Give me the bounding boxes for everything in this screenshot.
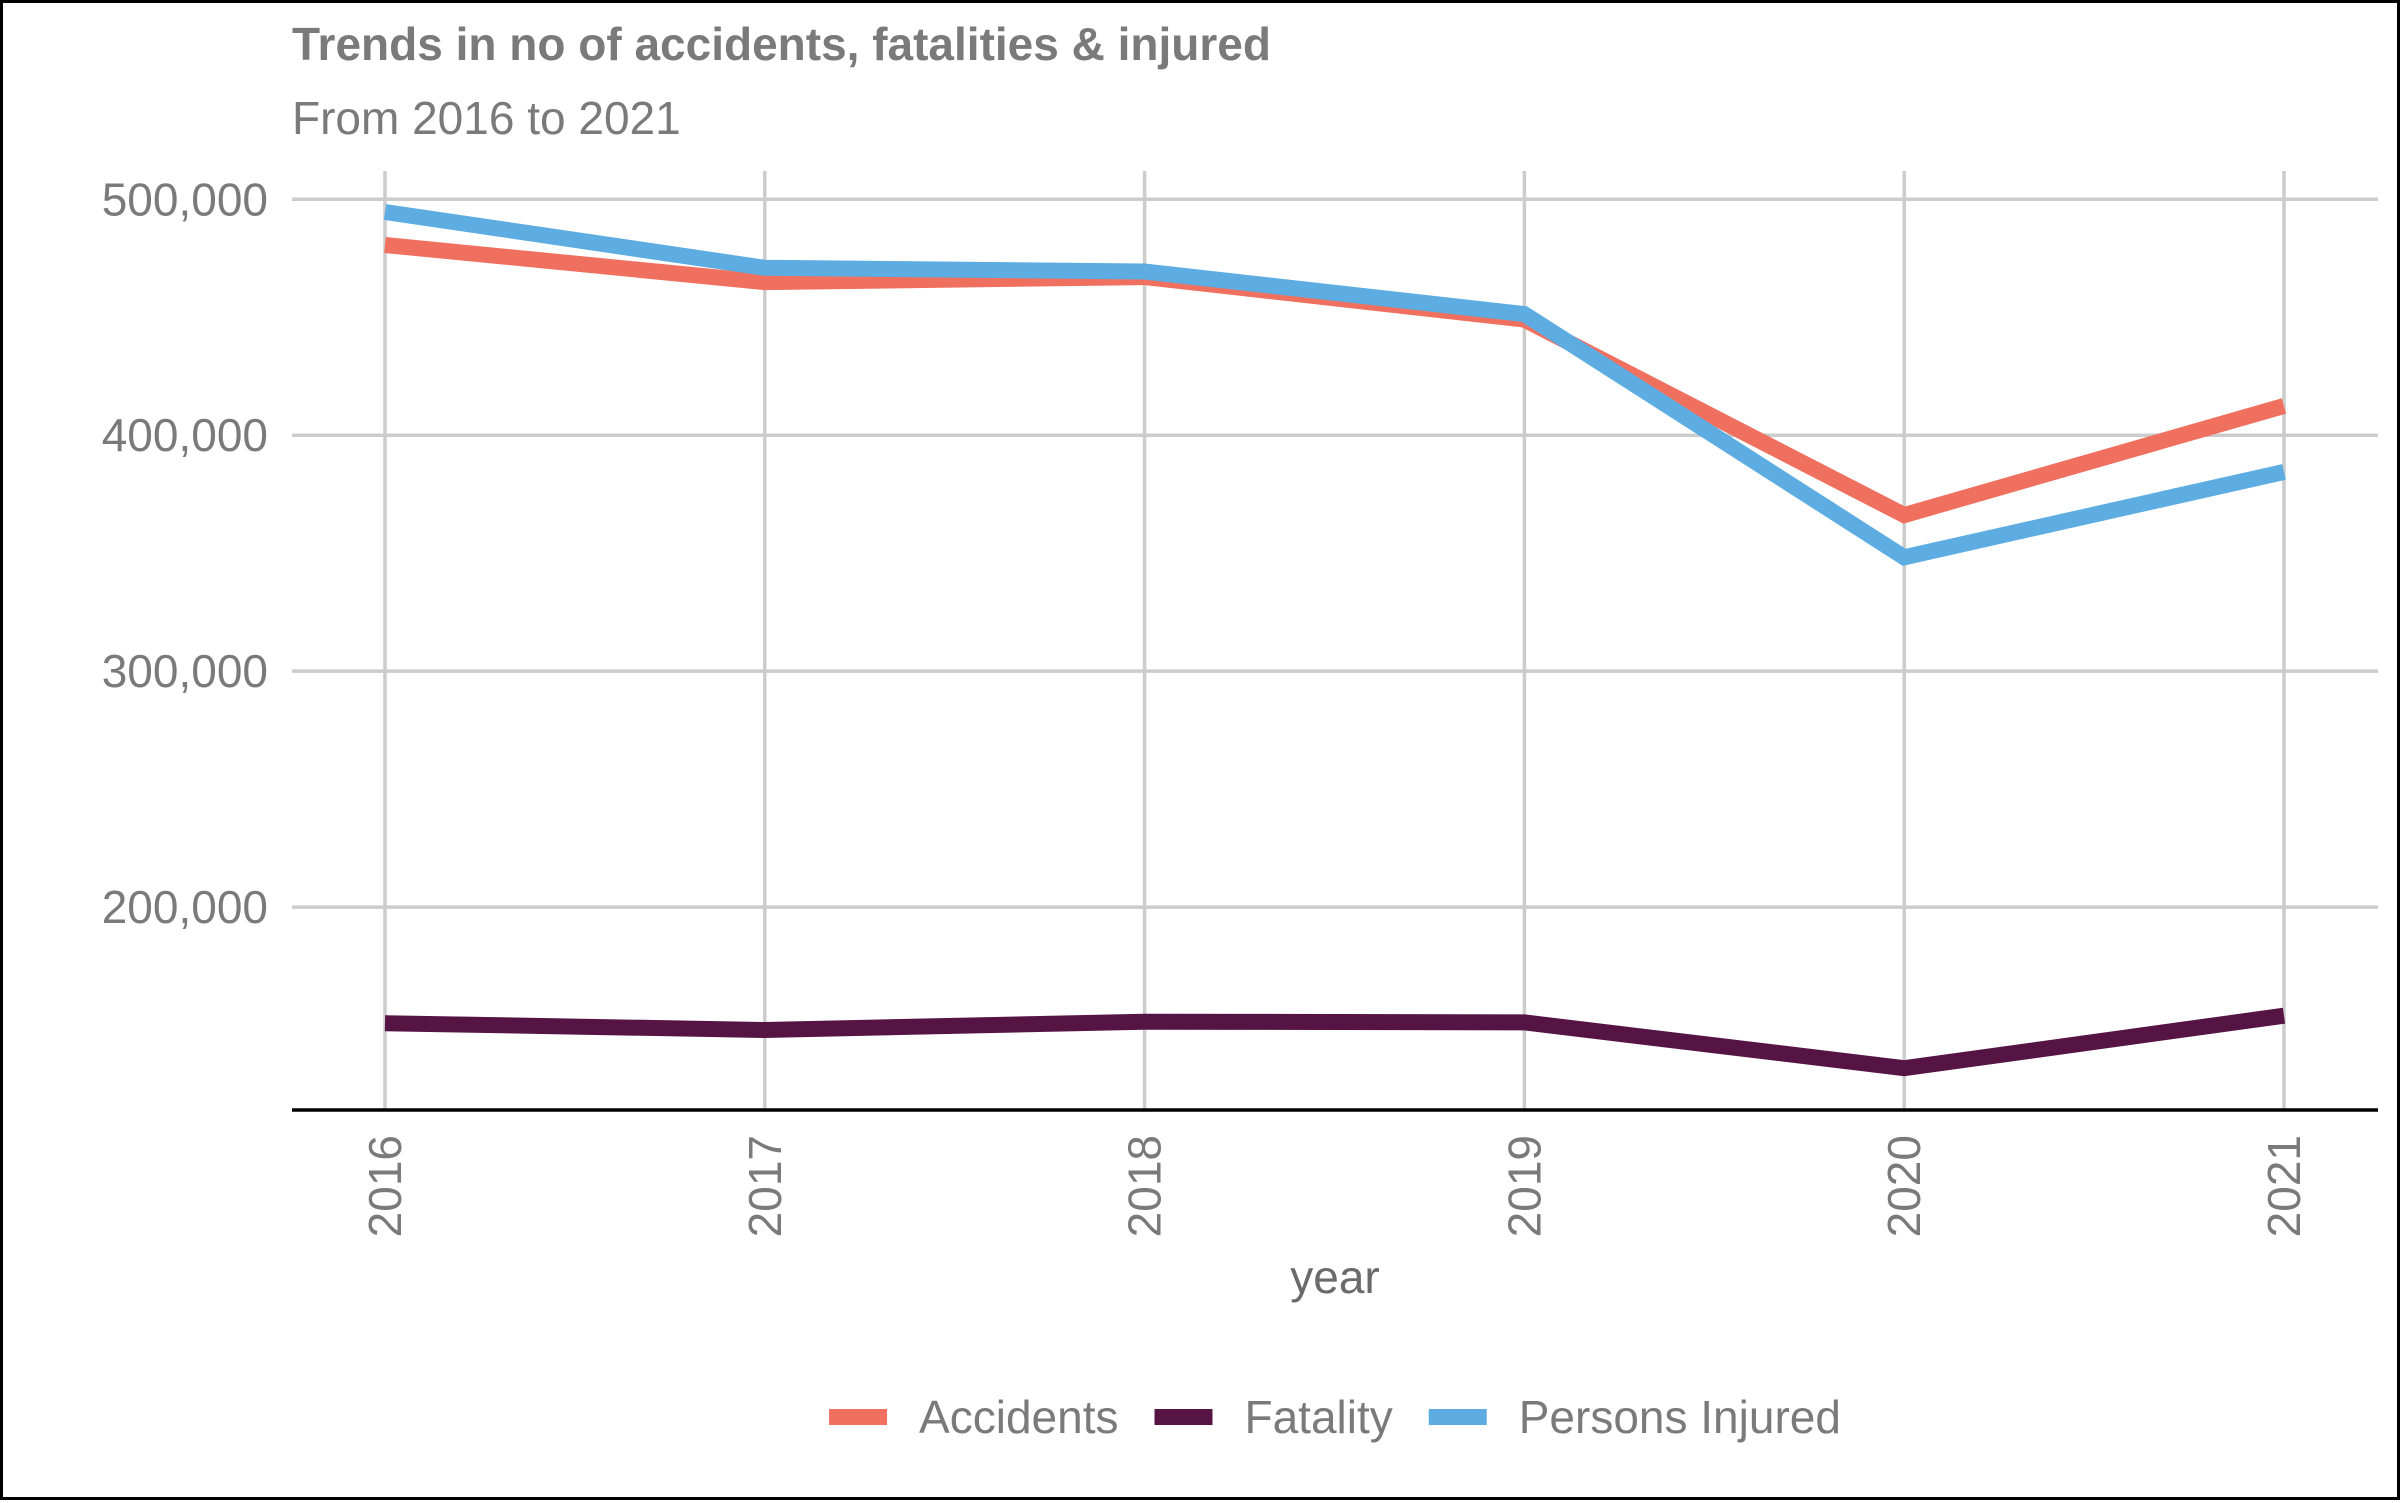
- x-tick-label: 2019: [1498, 1135, 1550, 1237]
- legend: Accidents Fatality Persons Injured: [829, 1391, 1841, 1443]
- series-lines: [383, 204, 2287, 1077]
- x-tick-label: 2018: [1119, 1135, 1171, 1237]
- grid-lines: [292, 171, 2378, 1110]
- y-tick-label: 200,000: [102, 881, 268, 933]
- x-tick-label: 2020: [1878, 1135, 1930, 1237]
- x-tick-label: 2017: [739, 1135, 791, 1237]
- legend-swatch-persons-injured: [1428, 1409, 1487, 1425]
- legend-swatch-fatality: [1154, 1409, 1213, 1425]
- line-chart: Trends in no of accidents, fatalities & …: [102, 18, 2378, 1443]
- series-line-persons-injured: [383, 204, 2286, 566]
- x-tick-label: 2016: [359, 1135, 411, 1237]
- y-axis-ticks: 200,000 300,000 400,000 500,000: [102, 173, 268, 933]
- legend-swatch-accidents: [829, 1409, 888, 1425]
- x-axis-ticks: 2016 2017 2018 2019 2020 2021: [359, 1135, 2310, 1237]
- x-tick-label: 2021: [2258, 1135, 2310, 1237]
- series-line-fatality: [384, 1007, 2286, 1077]
- legend-label-accidents: Accidents: [919, 1391, 1118, 1443]
- legend-label-fatality: Fatality: [1244, 1391, 1392, 1443]
- y-tick-label: 300,000: [102, 645, 268, 697]
- chart-title: Trends in no of accidents, fatalities & …: [292, 18, 1271, 70]
- legend-label-persons-injured: Persons Injured: [1519, 1391, 1841, 1443]
- chart-subtitle: From 2016 to 2021: [292, 92, 681, 144]
- x-axis-title: year: [1290, 1251, 1379, 1303]
- y-tick-label: 400,000: [102, 409, 268, 461]
- y-tick-label: 500,000: [102, 173, 268, 225]
